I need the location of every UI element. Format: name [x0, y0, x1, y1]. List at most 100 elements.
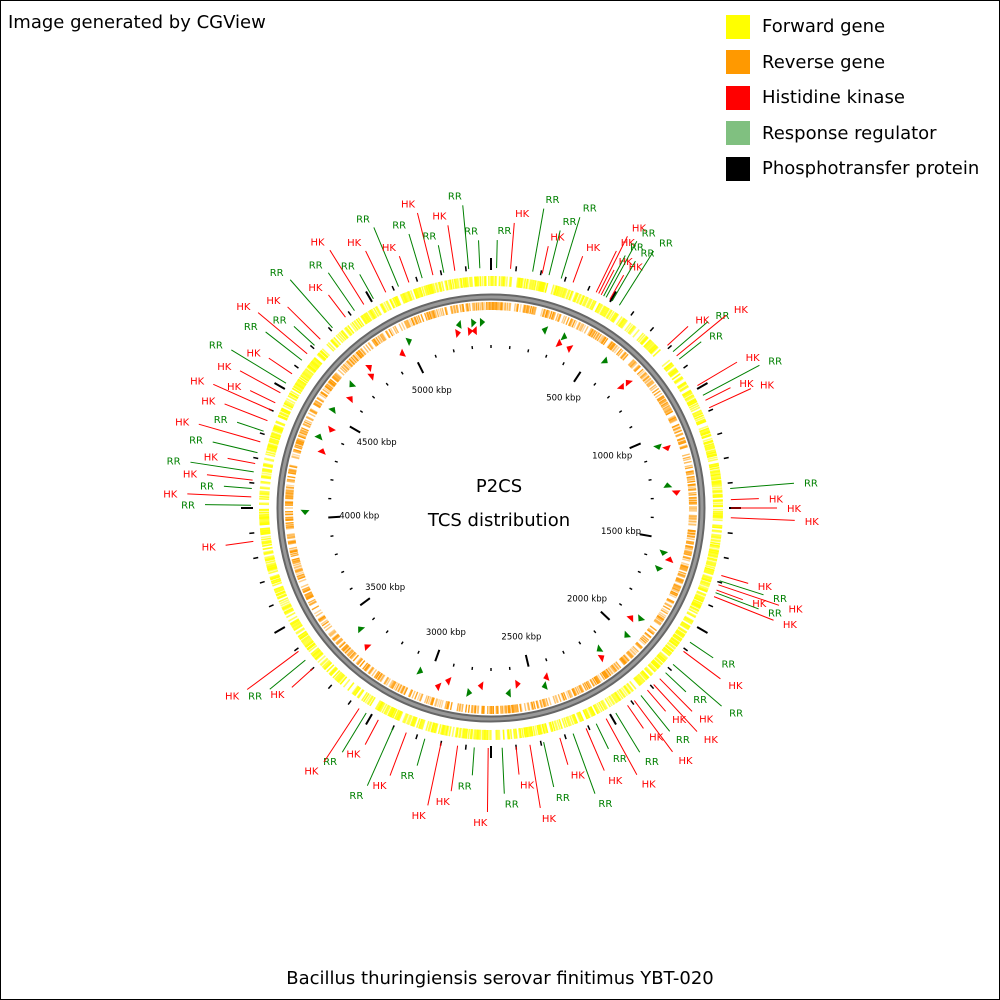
forward-gene — [317, 352, 326, 361]
forward-gene — [625, 683, 634, 693]
rr-leader — [265, 331, 303, 361]
forward-gene — [640, 336, 649, 345]
forward-gene — [556, 286, 561, 297]
forward-gene — [352, 685, 360, 695]
reverse-gene — [447, 701, 451, 710]
forward-gene — [525, 278, 529, 289]
forward-gene — [707, 553, 718, 558]
reverse-gene — [302, 587, 311, 592]
forward-gene — [553, 720, 558, 731]
rr-leader — [719, 580, 764, 596]
reverse-gene — [542, 698, 547, 707]
forward-gene — [259, 492, 270, 495]
forward-gene — [286, 611, 296, 619]
reverse-gene — [329, 378, 337, 385]
reverse-gene — [335, 637, 343, 644]
rr-marker — [349, 380, 357, 388]
reverse-gene — [304, 419, 313, 424]
outer-tick — [365, 290, 373, 303]
forward-gene — [578, 294, 585, 305]
forward-gene — [582, 296, 589, 307]
reverse-gene — [554, 695, 559, 704]
scale-tick — [524, 654, 530, 667]
forward-gene — [548, 722, 553, 733]
outer-tick — [708, 604, 714, 608]
hk-label: HK — [225, 692, 240, 703]
forward-gene — [703, 440, 714, 446]
reverse-gene — [399, 685, 405, 694]
hk-leader — [585, 728, 605, 771]
reverse-gene — [669, 592, 678, 597]
forward-gene — [347, 325, 355, 334]
reverse-gene — [677, 437, 686, 442]
forward-gene — [531, 279, 535, 290]
reverse-gene — [293, 564, 302, 569]
forward-gene — [704, 442, 715, 448]
scale-tick — [629, 442, 642, 450]
reverse-gene — [285, 524, 294, 527]
forward-gene — [305, 367, 315, 376]
reverse-gene — [286, 480, 295, 483]
forward-gene — [613, 692, 621, 702]
forward-gene — [465, 277, 469, 288]
forward-gene — [632, 329, 640, 338]
reverse-gene — [339, 641, 346, 649]
reverse-gene — [311, 605, 320, 611]
reverse-gene — [414, 691, 419, 700]
forward-gene — [701, 433, 712, 439]
forward-gene — [268, 439, 279, 445]
forward-gene — [462, 277, 465, 288]
forward-gene — [619, 318, 627, 328]
forward-gene — [711, 529, 722, 532]
forward-gene — [463, 277, 467, 288]
forward-gene — [267, 443, 278, 449]
reverse-gene — [429, 311, 434, 320]
forward-gene — [700, 579, 711, 585]
reverse-gene — [678, 441, 687, 446]
forward-gene — [561, 287, 567, 298]
reverse-gene — [294, 445, 303, 449]
forward-gene — [605, 309, 612, 319]
response-regulator-swatch — [726, 121, 750, 146]
forward-gene — [444, 280, 448, 291]
forward-gene — [330, 667, 339, 677]
reverse-gene — [333, 373, 341, 380]
forward-gene — [699, 428, 710, 434]
reverse-gene — [380, 333, 386, 342]
forward-gene — [291, 387, 302, 395]
forward-gene — [294, 383, 304, 390]
forward-gene — [263, 462, 274, 467]
forward-gene — [577, 711, 584, 722]
reverse-gene — [669, 418, 678, 424]
rr-marker — [300, 509, 310, 516]
reverse-gene — [304, 591, 312, 596]
hk-label: HK — [308, 283, 323, 294]
forward-gene — [693, 597, 704, 603]
forward-gene — [678, 383, 688, 390]
reverse-gene — [449, 702, 453, 711]
reverse-gene — [368, 341, 375, 350]
reverse-gene — [292, 561, 301, 565]
outer-tick — [327, 684, 333, 690]
gene-tracks — [259, 275, 723, 741]
reverse-gene — [540, 308, 544, 317]
reverse-gene — [377, 335, 384, 343]
reverse-gene — [362, 662, 369, 670]
hk-label: HK — [679, 756, 694, 767]
rr-label: RR — [768, 608, 782, 619]
forward-gene — [466, 277, 470, 288]
forward-gene — [272, 428, 283, 434]
reverse-gene — [623, 654, 631, 661]
reverse-gene — [664, 602, 672, 608]
reverse-gene — [567, 689, 573, 698]
rr-label: RR — [716, 311, 730, 322]
reverse-gene — [287, 536, 296, 540]
forward-gene — [297, 630, 307, 638]
forward-gene — [710, 473, 721, 477]
forward-gene — [664, 362, 673, 371]
forward-gene — [376, 701, 383, 711]
forward-gene — [543, 723, 548, 734]
rr-label: RR — [189, 436, 203, 447]
reverse-gene — [572, 687, 578, 696]
rr-marker — [328, 407, 336, 415]
